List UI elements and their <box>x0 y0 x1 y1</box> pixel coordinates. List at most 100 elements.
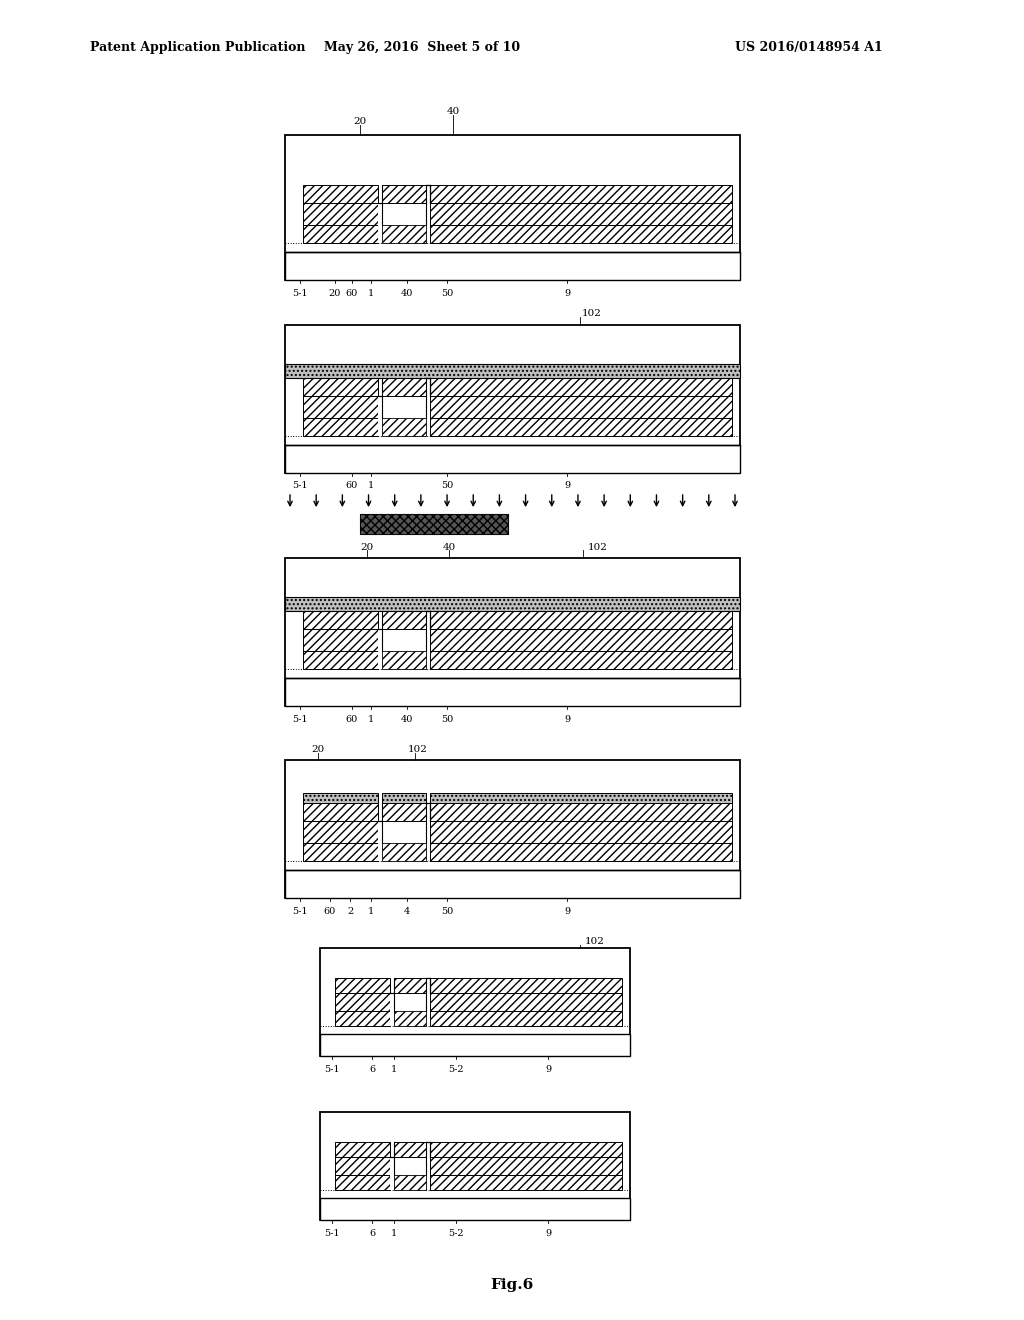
Bar <box>430 611 732 630</box>
Bar <box>382 418 426 436</box>
Bar <box>390 1158 394 1191</box>
Text: 5-1: 5-1 <box>325 1229 340 1238</box>
Text: 20: 20 <box>353 117 367 127</box>
Bar <box>335 1158 390 1175</box>
Bar <box>382 843 426 861</box>
Bar <box>430 793 732 803</box>
Bar <box>382 224 426 243</box>
Bar <box>319 1199 630 1220</box>
Text: 50: 50 <box>441 482 454 491</box>
Bar <box>430 378 732 396</box>
Text: 1: 1 <box>368 482 374 491</box>
Bar <box>303 418 378 436</box>
Text: 60: 60 <box>346 482 358 491</box>
Bar <box>303 821 378 843</box>
Bar <box>382 185 426 203</box>
Bar <box>394 1011 426 1026</box>
Text: 9: 9 <box>564 289 570 297</box>
Text: 5-1: 5-1 <box>325 1064 340 1073</box>
Text: 102: 102 <box>588 543 608 552</box>
Bar <box>285 364 740 378</box>
Text: 40: 40 <box>442 543 456 552</box>
Text: 40: 40 <box>400 714 414 723</box>
Text: 6: 6 <box>369 1064 375 1073</box>
Bar <box>426 993 430 1026</box>
Bar <box>303 185 378 203</box>
Bar <box>382 378 426 396</box>
Text: 9: 9 <box>564 714 570 723</box>
Bar <box>430 993 622 1011</box>
Text: 60: 60 <box>346 289 358 297</box>
Text: 1: 1 <box>368 289 374 297</box>
Text: 102: 102 <box>408 746 428 755</box>
Bar <box>430 185 732 203</box>
Text: 20: 20 <box>360 543 374 552</box>
Text: 5-1: 5-1 <box>292 714 308 723</box>
Text: 4: 4 <box>403 907 411 916</box>
Bar <box>426 203 430 243</box>
Bar <box>426 630 430 669</box>
Bar <box>430 1175 622 1191</box>
Text: 60: 60 <box>324 907 336 916</box>
Text: 9: 9 <box>564 907 570 916</box>
Bar <box>378 821 382 861</box>
Bar <box>360 513 508 535</box>
Bar <box>285 870 740 898</box>
Bar <box>382 651 426 669</box>
Bar <box>430 630 732 651</box>
Bar <box>303 843 378 861</box>
Bar <box>335 993 390 1011</box>
Bar <box>382 793 426 803</box>
Bar <box>378 203 382 243</box>
Text: 60: 60 <box>346 714 358 723</box>
Text: Fig.6: Fig.6 <box>490 1278 534 1292</box>
Bar <box>335 978 390 993</box>
Text: 5-1: 5-1 <box>292 482 308 491</box>
Bar <box>285 597 740 611</box>
Text: 1: 1 <box>391 1229 397 1238</box>
Text: 5-2: 5-2 <box>449 1229 464 1238</box>
Text: US 2016/0148954 A1: US 2016/0148954 A1 <box>735 41 883 54</box>
Text: 1: 1 <box>368 907 374 916</box>
Bar <box>285 325 740 473</box>
Text: May 26, 2016  Sheet 5 of 10: May 26, 2016 Sheet 5 of 10 <box>324 41 520 54</box>
Bar <box>303 378 378 396</box>
Bar <box>319 1111 630 1220</box>
Text: 9: 9 <box>545 1229 551 1238</box>
Bar <box>430 843 732 861</box>
Text: 50: 50 <box>441 289 454 297</box>
Bar <box>430 418 732 436</box>
Bar <box>390 993 394 1026</box>
Bar <box>303 651 378 669</box>
Bar <box>303 793 378 803</box>
Text: 5-1: 5-1 <box>292 907 308 916</box>
Text: 9: 9 <box>545 1064 551 1073</box>
Bar <box>430 224 732 243</box>
Bar <box>394 978 426 993</box>
Bar <box>285 558 740 706</box>
Bar <box>430 803 732 821</box>
Bar <box>430 1142 622 1158</box>
Bar <box>303 203 378 224</box>
Bar <box>303 803 378 821</box>
Text: 40: 40 <box>446 107 460 116</box>
Bar <box>285 678 740 706</box>
Bar <box>285 135 740 280</box>
Bar <box>303 611 378 630</box>
Text: 2: 2 <box>347 907 353 916</box>
Bar <box>285 252 740 280</box>
Text: 102: 102 <box>582 309 602 318</box>
Bar <box>335 1142 390 1158</box>
Bar <box>426 821 430 861</box>
Text: 102: 102 <box>585 937 605 946</box>
Bar <box>430 821 732 843</box>
Bar <box>430 1011 622 1026</box>
Bar <box>378 396 382 436</box>
Text: 6: 6 <box>369 1229 375 1238</box>
Text: 9: 9 <box>564 482 570 491</box>
Bar <box>285 760 740 898</box>
Bar <box>382 803 426 821</box>
Bar <box>394 1142 426 1158</box>
Text: Patent Application Publication: Patent Application Publication <box>90 41 305 54</box>
Text: 50: 50 <box>441 714 454 723</box>
